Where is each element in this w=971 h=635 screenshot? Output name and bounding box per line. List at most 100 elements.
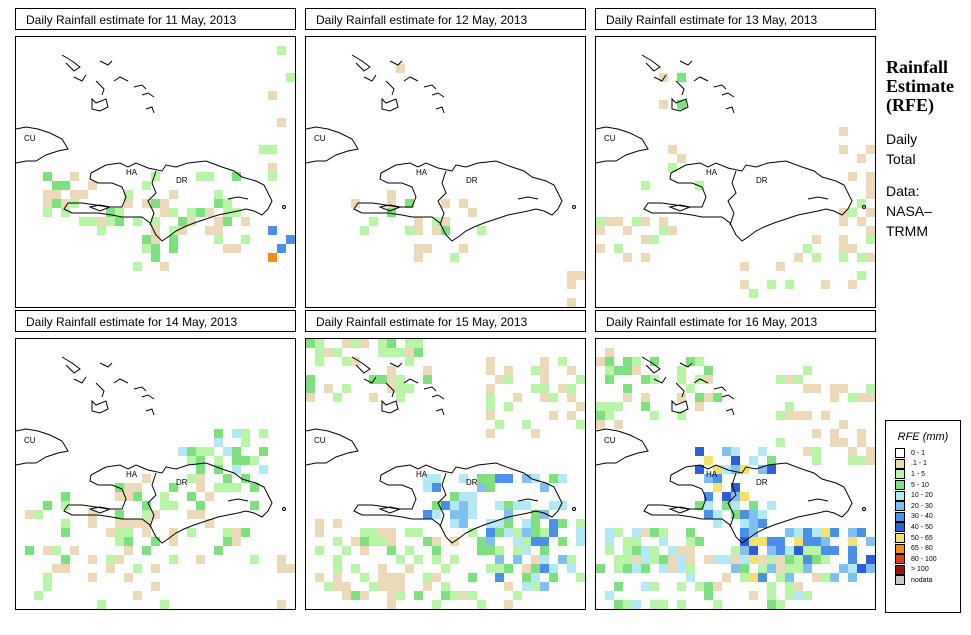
rainfall-cell: [549, 411, 558, 420]
rainfall-cell: [306, 375, 315, 384]
rainfall-cell: [486, 519, 495, 528]
rainfall-cell: [830, 429, 839, 438]
rainfall-cell: [740, 510, 749, 519]
rainfall-cell: [477, 226, 486, 235]
label-cuba: CU: [314, 436, 326, 445]
rainfall-cell: [540, 537, 549, 546]
rainfall-cell: [758, 510, 767, 519]
rainfall-cell: [61, 501, 70, 510]
rainfall-cell: [459, 510, 468, 519]
hispaniola-coast: [63, 462, 273, 544]
rainfall-cell: [857, 199, 866, 208]
rainfall-cell: [151, 199, 160, 208]
rainfall-cell: [52, 564, 61, 573]
rainfall-cell: [486, 402, 495, 411]
rainfall-cell: [387, 339, 396, 348]
rainfall-cell: [650, 600, 659, 609]
rainfall-cell: [432, 483, 441, 492]
rainfall-cell: [614, 582, 623, 591]
rainfall-cell: [722, 555, 731, 564]
rainfall-cell: [704, 582, 713, 591]
island-coast: [389, 60, 403, 66]
rainfall-cell: [812, 528, 821, 537]
rainfall-cell: [585, 402, 586, 411]
rainfall-cell: [540, 384, 549, 393]
coastlines: [16, 356, 286, 544]
rainfall-cell: [43, 573, 52, 582]
legend-swatch: [895, 448, 905, 459]
island-coast: [403, 378, 419, 384]
rainfall-cell: [504, 402, 513, 411]
rainfall-cell: [423, 582, 432, 591]
rainfall-cell: [567, 271, 576, 280]
island-coast: [572, 205, 576, 209]
rainfall-cell: [124, 546, 133, 555]
label-haiti: HA: [126, 168, 138, 177]
rainfall-cell: [848, 172, 857, 181]
rainfall-cell: [857, 271, 866, 280]
rainfall-cell: [623, 537, 632, 546]
rainfall-cell: [605, 366, 614, 375]
rainfall-cells: [43, 46, 295, 271]
rainfall-cell: [695, 447, 704, 456]
rainfall-cell: [749, 519, 758, 528]
rainfall-cell: [803, 447, 812, 456]
rainfall-cell: [369, 528, 378, 537]
rainfall-cell: [151, 244, 160, 253]
island-coast: [713, 386, 727, 392]
rainfall-cell: [196, 501, 205, 510]
map-svg: CU HA DR: [16, 46, 295, 271]
rainfall-cell: [731, 501, 740, 510]
rainfall-cell: [531, 564, 540, 573]
rainfall-cell: [558, 357, 567, 366]
rainfall-cell: [839, 127, 848, 136]
rainfall-cell: [477, 537, 486, 546]
rainfall-cell: [205, 519, 214, 528]
rainfall-cell: [232, 208, 241, 217]
rainfall-cell: [115, 528, 124, 537]
rainfall-cells: [25, 429, 295, 609]
rainfall-cell: [88, 181, 97, 190]
rainfall-cell: [459, 492, 468, 501]
legend-label: 20 - 30: [911, 502, 933, 510]
island-coast: [99, 362, 113, 368]
rainfall-cell: [677, 100, 686, 109]
rainfall-cell: [713, 465, 722, 474]
rainfall-cell: [106, 528, 115, 537]
rainfall-cell: [767, 591, 776, 600]
rainfall-cell: [549, 573, 558, 582]
rainfall-cell: [558, 501, 567, 510]
coastlines: [306, 356, 576, 544]
rainfall-cell: [351, 537, 360, 546]
haiti-dr-border: [437, 170, 447, 226]
rainfall-cell: [677, 366, 686, 375]
rainfall-cell: [821, 546, 830, 555]
rainfall-cell: [142, 519, 151, 528]
rainfall-cell: [88, 217, 97, 226]
rainfall-cell: [803, 564, 812, 573]
rainfall-cell: [623, 384, 632, 393]
rainfall-cell: [423, 474, 432, 483]
island-coast: [693, 76, 709, 82]
island-coast: [675, 80, 685, 96]
hispaniola-coast: [63, 160, 273, 242]
rainfall-cell: [441, 217, 450, 226]
rainfall-cell: [387, 600, 396, 609]
island-coast: [363, 376, 377, 384]
rainfall-cell: [351, 591, 360, 600]
island-coast: [679, 362, 693, 368]
rainfall-cell: [333, 564, 342, 573]
island-coast: [351, 54, 371, 72]
rainfall-cell: [758, 564, 767, 573]
rainfall-cell: [740, 528, 749, 537]
rainfall-cell: [205, 447, 214, 456]
rainfall-cell: [704, 555, 713, 564]
rainfall-cell: [848, 528, 857, 537]
rainfall-cell: [25, 510, 34, 519]
rainfall-cell: [596, 564, 605, 573]
rainfall-cell: [405, 226, 414, 235]
rainfall-cell: [677, 375, 686, 384]
rainfall-cell: [387, 537, 396, 546]
rainfall-cell: [668, 163, 677, 172]
island-coast: [88, 506, 112, 514]
